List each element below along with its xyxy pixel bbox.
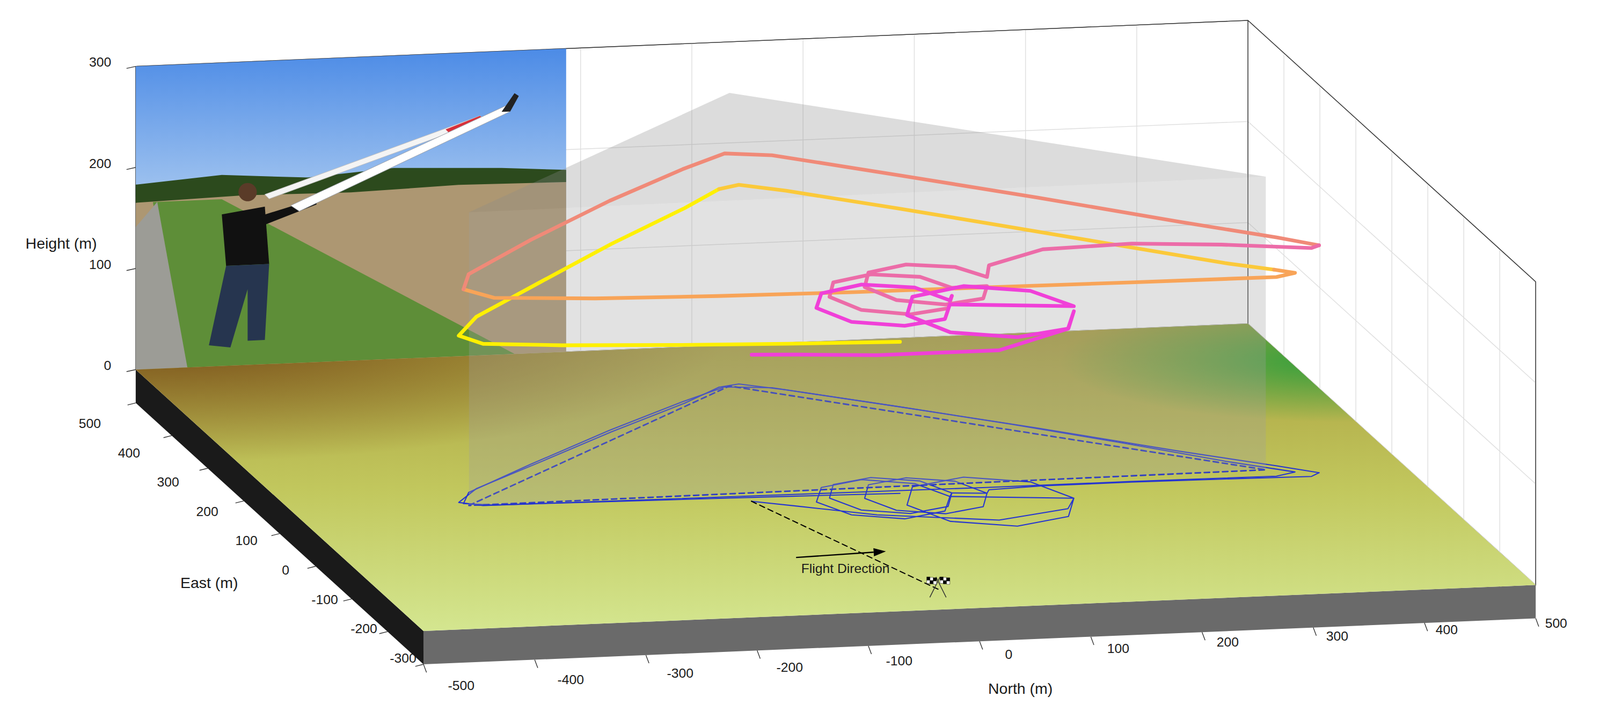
svg-text:300: 300 xyxy=(1326,628,1349,644)
svg-text:200: 200 xyxy=(1216,634,1239,649)
svg-text:-200: -200 xyxy=(776,659,803,675)
svg-text:200: 200 xyxy=(89,156,112,171)
svg-text:-500: -500 xyxy=(448,677,475,693)
svg-text:300: 300 xyxy=(89,54,112,70)
svg-text:0: 0 xyxy=(103,358,112,373)
svg-text:North (m): North (m) xyxy=(988,679,1053,697)
svg-text:500: 500 xyxy=(78,415,101,431)
svg-text:0: 0 xyxy=(281,562,290,577)
svg-text:300: 300 xyxy=(157,474,180,489)
svg-text:200: 200 xyxy=(196,503,219,519)
svg-text:-300: -300 xyxy=(389,650,416,666)
svg-text:100: 100 xyxy=(1107,640,1130,656)
svg-text:100: 100 xyxy=(235,532,258,548)
svg-text:-300: -300 xyxy=(667,665,694,681)
svg-text:500: 500 xyxy=(1545,615,1568,631)
svg-text:-100: -100 xyxy=(886,653,913,668)
svg-text:0: 0 xyxy=(1004,646,1013,662)
svg-text:Flight Direction: Flight Direction xyxy=(801,560,890,576)
svg-text:East (m): East (m) xyxy=(180,573,239,591)
svg-text:400: 400 xyxy=(1435,622,1458,637)
svg-text:Height (m): Height (m) xyxy=(25,234,98,252)
svg-text:-100: -100 xyxy=(311,592,338,607)
svg-text:-400: -400 xyxy=(557,671,584,687)
svg-text:400: 400 xyxy=(118,445,141,460)
svg-text:-200: -200 xyxy=(350,620,377,636)
svg-text:100: 100 xyxy=(89,257,112,272)
